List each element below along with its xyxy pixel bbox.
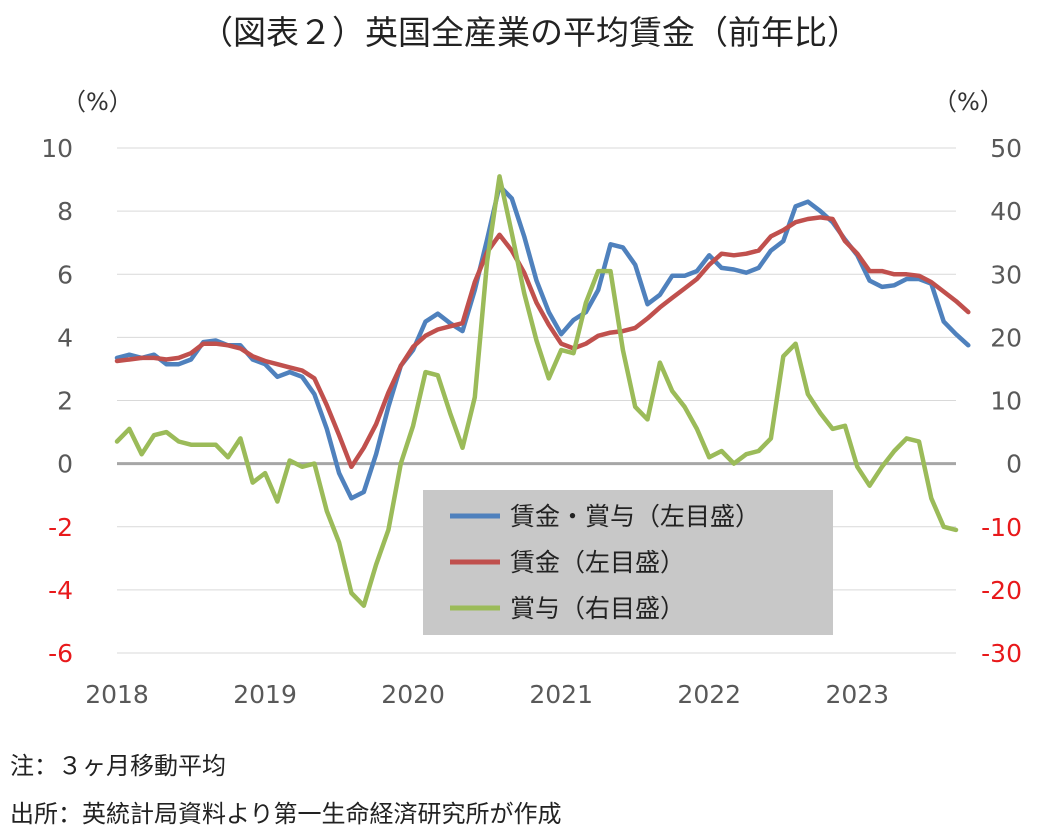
x-tick-label: 2019	[233, 680, 297, 709]
left-tick-label: 6	[57, 260, 73, 289]
left-tick-label: -2	[48, 513, 73, 542]
right-axis-unit: （%）	[933, 88, 1004, 116]
right-tick-label: 10	[990, 387, 1022, 416]
left-tick-label: 8	[57, 197, 73, 226]
left-tick-label: 0	[57, 450, 73, 479]
left-tick-label: 4	[57, 323, 73, 352]
right-tick-label: -30	[981, 639, 1022, 668]
x-tick-label: 2022	[677, 680, 741, 709]
right-tick-label: 30	[990, 260, 1022, 289]
x-tick-label: 2020	[381, 680, 445, 709]
series-lines	[114, 174, 971, 608]
left-tick-label: -6	[48, 639, 73, 668]
left-axis-unit: （%）	[62, 88, 133, 116]
right-tick-label: -10	[981, 513, 1022, 542]
source-text: 出所：英統計局資料より第一生命経済研究所が作成	[10, 800, 562, 828]
left-tick-label: 2	[57, 387, 73, 416]
left-tick-label: 10	[41, 134, 73, 163]
x-axis-ticks: 2018 2019 2020 2021 2022 2023	[85, 680, 889, 709]
right-tick-label: -20	[981, 576, 1022, 605]
legend-label-wages: 賃金（左目盛）	[510, 548, 685, 577]
right-tick-label: 0	[1006, 450, 1022, 479]
x-tick-label: 2021	[529, 680, 593, 709]
legend-label-wages-bonus: 賃金・賞与（左目盛）	[510, 502, 760, 531]
x-tick-label: 2023	[825, 680, 889, 709]
right-tick-label: 20	[990, 323, 1022, 352]
series-line-wages	[114, 215, 971, 470]
series-line-bonus	[114, 174, 959, 608]
left-axis-ticks: 10 8 6 4 2 0 -2 -4 -6	[41, 134, 73, 668]
right-tick-label: 50	[990, 134, 1022, 163]
note-text: 注：３ヶ月移動平均	[10, 752, 226, 780]
left-tick-label: -4	[48, 576, 73, 605]
right-axis-ticks: 50 40 30 20 10 0 -10 -20 -30	[981, 134, 1022, 668]
legend-label-bonus: 賞与（右目盛）	[510, 594, 685, 623]
right-tick-label: 40	[990, 197, 1022, 226]
chart-title: （図表２）英国全産業の平均賃金（前年比）	[200, 13, 860, 52]
legend: 賃金・賞与（左目盛） 賃金（左目盛） 賞与（右目盛）	[423, 490, 833, 635]
x-tick-label: 2018	[85, 680, 149, 709]
